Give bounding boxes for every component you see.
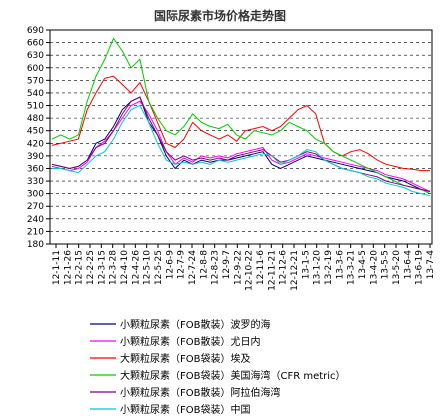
series-line-3 [51,75,430,172]
y-tick-label: 630 [27,51,44,61]
x-tick-label: 13-7-4 [426,250,436,280]
plot-frame [49,29,433,245]
axes-layer: 180 210 240 270 300 330 360 390 420 450 480 510 540 5… [27,26,436,291]
x-tick-label: 12-2-15 [75,250,85,285]
x-tick-label: 13-3-21 [347,250,357,285]
y-tick-label: 480 [27,114,44,124]
y-tick-label: 690 [27,26,44,36]
chart-title: 国际尿素市场价格走势图 [154,8,286,23]
x-tick-label: 13-4-20 [369,250,379,285]
y-tick-label: 180 [27,240,44,250]
x-tick-label: 12-2-25 [86,250,96,285]
x-tick-label: 12-3-15 [97,250,107,285]
x-tick-label: 13-6-4 [403,250,413,280]
legend-label: 小颗粒尿素（FOB散装）尤日内 [120,335,260,348]
y-tick-label: 360 [27,164,44,174]
x-tick-label: 12-12-21 [290,250,300,291]
y-tick-label: 660 [27,39,44,49]
x-tick-label: 12-1-11 [52,250,62,285]
y-tick-label: 240 [27,215,44,225]
x-tick-label: 13-1-5 [301,250,311,279]
x-tick-label: 12-11-6 [256,250,266,285]
y-tick-label: 510 [27,102,44,112]
x-tick-label: 12-4-26 [131,250,141,285]
x-tick-label: 12-9-7 [222,250,232,279]
y-tick-label: 270 [27,202,44,212]
x-tick-label: 13-3-6 [335,250,345,280]
y-tick-label: 420 [27,139,44,149]
series-line-6 [52,104,431,197]
series-line-5 [51,96,431,192]
y-tick-label: 540 [27,89,44,99]
y-tick-label: 300 [27,190,44,200]
x-tick-label: 13-1-20 [313,250,323,285]
legend-label: 小颗粒尿素（FOB散装）波罗的海 [120,318,270,331]
series-line-4 [51,37,431,195]
x-tick-label: 12-5-10 [143,250,153,285]
y-tick-label: 330 [27,177,44,187]
x-tick-label: 12-6-9 [165,250,175,280]
legend: 小颗粒尿素（FOB散装）波罗的海小颗粒尿素（FOB散装）尤日内大颗粒尿素（FOB… [90,318,346,416]
x-tick-label: 12-5-25 [154,250,164,285]
x-tick-label: 12-7-24 [188,250,198,285]
legend-label: 小颗粒尿素（FOB袋装）中国 [120,403,250,416]
x-tick-label: 12-1-26 [63,250,73,285]
grid-layer [50,42,432,232]
x-tick-label: 13-4-5 [358,250,368,279]
x-tick-label: 12-8-8 [199,250,209,280]
y-tick-label: 210 [27,227,44,237]
x-tick-label: 12-3-28 [109,250,119,285]
x-tick-label: 12-11-21 [267,250,277,291]
legend-label: 大颗粒尿素（FOB袋装）美国海湾（CFR metric） [120,369,346,382]
x-tick-label: 13-2-19 [324,250,334,285]
legend-label: 小颗粒尿素（FOB散装）阿拉伯海湾 [120,386,280,399]
x-tick-label: 13-6-19 [415,250,425,285]
x-tick-label: 12-4-10 [120,250,130,285]
x-tick-label: 13-5-20 [392,250,402,285]
x-tick-label: 12-10-22 [245,250,255,291]
x-tick-label: 12-9-22 [233,250,243,285]
y-tick-label: 450 [27,127,44,137]
y-tick-label: 390 [27,152,44,162]
x-tick-label: 12-12-6 [279,250,289,285]
series-layer [51,37,431,197]
x-tick-label: 12-7-9 [177,250,187,280]
x-tick-label: 12-8-23 [211,250,221,285]
x-tick-label: 13-5-5 [381,250,391,279]
y-tick-label: 600 [27,64,44,74]
legend-label: 大颗粒尿素（FOB袋装）埃及 [120,352,250,365]
y-tick-label: 570 [27,76,44,86]
series-line-1 [51,96,431,192]
